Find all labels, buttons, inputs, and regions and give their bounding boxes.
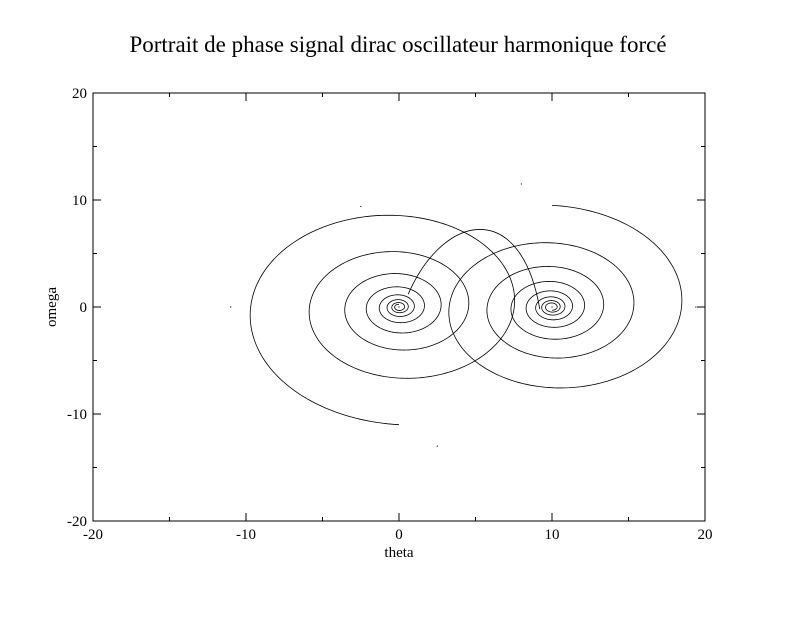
y-tick-label: -20 bbox=[67, 514, 87, 530]
axis-tick-labels: -20 -10 0 10 20 -20 -10 0 10 20 bbox=[67, 86, 713, 543]
trajectory-point bbox=[695, 306, 697, 308]
y-axis-label: omega bbox=[44, 287, 60, 327]
x-tick-label: 20 bbox=[698, 527, 713, 543]
trajectory-point bbox=[436, 445, 438, 447]
x-tick-label: 0 bbox=[395, 527, 403, 543]
x-tick-label: -20 bbox=[83, 527, 103, 543]
trajectory-point bbox=[230, 306, 232, 308]
phase-trajectory bbox=[230, 183, 697, 447]
y-tick-label: 20 bbox=[72, 86, 87, 102]
spiral-trajectory bbox=[249, 214, 516, 426]
axis-ticks bbox=[92, 92, 706, 522]
x-axis-label: theta bbox=[384, 545, 413, 561]
x-tick-label: -10 bbox=[236, 527, 256, 543]
y-tick-label: -10 bbox=[67, 407, 87, 423]
trajectory-transition bbox=[407, 229, 541, 310]
y-tick-label: 10 bbox=[72, 193, 87, 209]
y-tick-label: 0 bbox=[80, 300, 88, 316]
trajectory-point bbox=[551, 306, 553, 308]
trajectory-point bbox=[360, 205, 362, 208]
spiral-trajectory bbox=[448, 204, 683, 389]
chart-title: Portrait de phase signal dirac oscillate… bbox=[129, 32, 666, 57]
trajectory-point bbox=[398, 306, 400, 308]
trajectory-point bbox=[520, 183, 523, 185]
x-tick-label: 10 bbox=[545, 527, 560, 543]
